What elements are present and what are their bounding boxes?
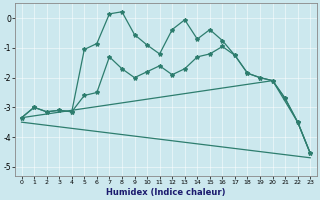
X-axis label: Humidex (Indice chaleur): Humidex (Indice chaleur) [106,188,226,197]
